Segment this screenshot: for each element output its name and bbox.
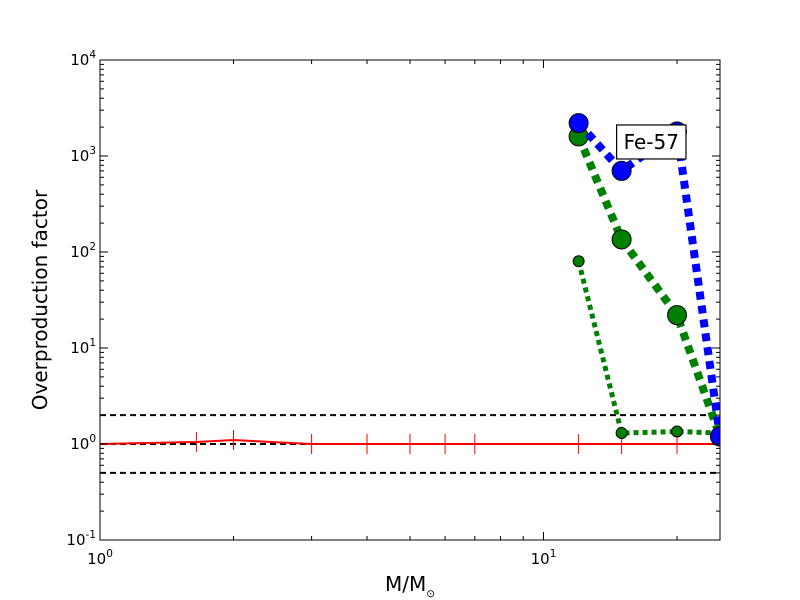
y-tick-label-5: 104: [70, 49, 96, 69]
series-1-point-2: [671, 425, 684, 438]
annotation-text: Fe-57: [624, 130, 679, 154]
series-3-point-3: [710, 426, 720, 447]
series-1-line: [576, 260, 720, 436]
y-tick-label-2: 101: [70, 337, 96, 357]
series-0-line: [100, 439, 720, 445]
series-2-point-1: [611, 229, 632, 250]
y-tick-label-3: 102: [70, 241, 96, 261]
x-axis-label: M/M⊙: [385, 572, 435, 600]
series-3-point-0: [568, 113, 589, 134]
series-2-point-2: [667, 305, 688, 326]
y-axis-label: Overproduction factor: [28, 189, 52, 410]
plot-content: [100, 113, 720, 474]
x-tick-label-0: 100: [87, 548, 113, 568]
series-1-point-1: [615, 427, 628, 440]
axis-ticks: [99, 59, 720, 541]
y-tick-label-1: 100: [70, 433, 96, 453]
annotation-box: Fe-57: [616, 124, 687, 160]
y-tick-label-0: 10-1: [66, 529, 96, 549]
series-3-point-1: [611, 160, 632, 181]
x-tick-label-1: 101: [531, 548, 557, 568]
series-2-line: [574, 134, 720, 438]
y-tick-label-4: 103: [70, 145, 96, 165]
series-1-point-0: [572, 255, 585, 268]
